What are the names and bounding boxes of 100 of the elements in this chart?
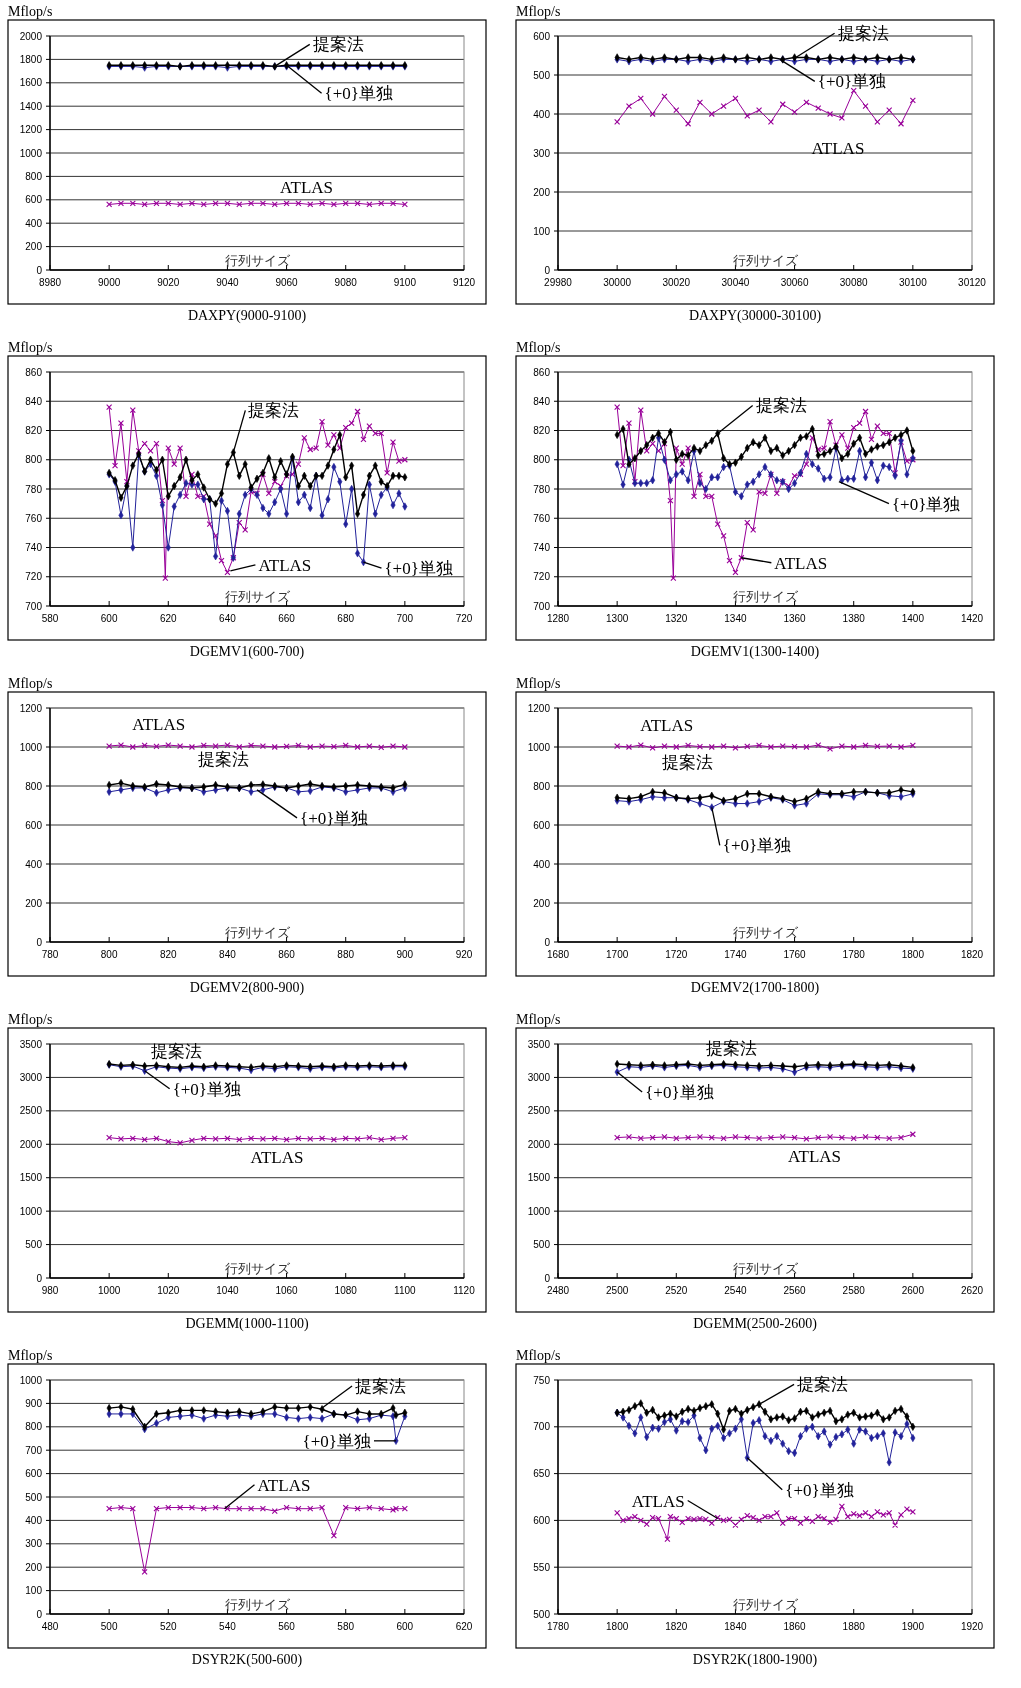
- y-tick-label: 3500: [527, 1038, 551, 1050]
- x-axis-title: 行列サイズ: [224, 925, 291, 940]
- x-tick-label: 520: [159, 1621, 178, 1632]
- x-tick-label: 920: [455, 949, 473, 960]
- x-tick-label: 1860: [783, 1621, 807, 1632]
- y-tick-label: 200: [25, 897, 43, 909]
- x-tick-label: 800: [100, 949, 118, 960]
- y-tick-label: 200: [533, 897, 551, 909]
- y-tick-label: 900: [25, 1397, 43, 1409]
- y-tick-label: 800: [25, 780, 43, 792]
- x-tick-label: 1800: [901, 949, 925, 960]
- annotation: {+0}単独: [891, 494, 961, 514]
- x-tick-label: 9060: [275, 277, 299, 288]
- annotation: {+0}単独: [785, 1480, 854, 1500]
- x-tick-label: 8980: [38, 277, 62, 288]
- x-tick-label: 540: [219, 1621, 237, 1632]
- x-tick-label: 1760: [783, 949, 807, 960]
- x-tick-label: 30080: [839, 277, 869, 288]
- y-tick-label: 3500: [19, 1038, 43, 1050]
- x-tick-label: 840: [219, 949, 237, 960]
- y-tick-label: 600: [533, 819, 551, 831]
- x-tick-label: 1280: [546, 613, 570, 624]
- x-tick-label: 480: [41, 1621, 59, 1632]
- x-tick-label: 1780: [842, 949, 866, 960]
- y-axis-title: Mflop/s: [8, 4, 53, 19]
- x-tick-label: 1020: [157, 1285, 180, 1296]
- y-tick-label: 750: [533, 1374, 551, 1386]
- annotation: {+0}単独: [300, 808, 369, 828]
- annotation: ATLAS: [774, 553, 828, 573]
- y-tick-label: 300: [25, 1538, 43, 1550]
- y-tick-label: 400: [533, 108, 551, 120]
- x-tick-label: 1380: [842, 613, 866, 624]
- x-tick-label: 1720: [665, 949, 688, 960]
- x-axis-title: 行列サイズ: [224, 1597, 291, 1612]
- x-tick-label: 1740: [724, 949, 747, 960]
- annotation: 提案法: [755, 396, 807, 416]
- y-tick-label: 720: [533, 571, 551, 583]
- y-tick-label: 700: [25, 600, 43, 612]
- y-tick-label: 780: [533, 483, 551, 495]
- y-tick-label: 400: [25, 217, 43, 229]
- x-tick-label: 700: [396, 613, 414, 624]
- x-tick-label: 29980: [544, 277, 573, 288]
- x-tick-label: 30120: [958, 277, 987, 288]
- x-tick-label: 9080: [334, 277, 358, 288]
- y-tick-label: 0: [36, 264, 43, 276]
- x-tick-label: 30040: [721, 277, 750, 288]
- x-tick-label: 1820: [665, 1621, 688, 1632]
- annotation: {+0}単独: [324, 84, 393, 104]
- x-tick-label: 860: [278, 949, 296, 960]
- x-tick-label: 660: [278, 613, 296, 624]
- x-tick-label: 9040: [216, 277, 239, 288]
- text: DSYR2K(500-600): [191, 1652, 303, 1668]
- x-tick-label: 600: [396, 1621, 414, 1632]
- x-tick-label: 1100: [394, 1285, 417, 1296]
- y-axis-title: Mflop/s: [8, 676, 53, 691]
- x-tick-label: 980: [41, 1285, 59, 1296]
- y-tick-label: 780: [25, 483, 43, 495]
- x-tick-label: 1360: [783, 613, 807, 624]
- annotation: {+0}単独: [384, 559, 453, 579]
- y-tick-label: 740: [25, 542, 43, 553]
- y-tick-label: 700: [533, 1421, 551, 1433]
- y-tick-label: 1000: [19, 1205, 43, 1217]
- y-tick-label: 0: [36, 936, 43, 948]
- annotation: 提案法: [150, 1042, 202, 1062]
- y-tick-label: 1500: [527, 1172, 551, 1184]
- text: DAXPY(30000-30100): [688, 308, 822, 324]
- y-tick-label: 1000: [19, 147, 43, 159]
- text: DGEMV1(600-700): [189, 644, 305, 660]
- y-tick-label: 100: [533, 225, 551, 237]
- x-tick-label: 1700: [606, 949, 629, 960]
- y-axis-title: Mflop/s: [8, 1348, 53, 1363]
- text: DAXPY(9000-9100): [187, 308, 307, 324]
- y-tick-label: 200: [25, 241, 43, 253]
- y-tick-label: 800: [25, 170, 43, 182]
- x-axis-title: 行列サイズ: [732, 1261, 799, 1276]
- y-tick-label: 2000: [19, 1138, 43, 1150]
- y-tick-label: 1200: [19, 124, 43, 136]
- y-tick-label: 760: [25, 512, 43, 524]
- x-tick-label: 2560: [783, 1285, 807, 1296]
- y-axis-title: Mflop/s: [516, 676, 561, 691]
- x-tick-label: 30000: [603, 277, 632, 288]
- x-axis-title: 行列サイズ: [732, 1597, 799, 1612]
- x-tick-label: 640: [219, 613, 237, 624]
- y-tick-label: 2500: [527, 1105, 551, 1117]
- x-tick-label: 1400: [901, 613, 925, 624]
- x-axis-title: 行列サイズ: [224, 253, 291, 268]
- annotation: ATLAS: [631, 1491, 685, 1511]
- x-tick-label: 500: [100, 1621, 118, 1632]
- y-tick-label: 600: [25, 819, 43, 831]
- y-tick-label: 0: [36, 1608, 43, 1620]
- y-tick-label: 500: [533, 1608, 551, 1620]
- x-tick-label: 9000: [98, 277, 121, 288]
- y-tick-label: 500: [25, 1239, 43, 1251]
- x-tick-label: 1000: [98, 1285, 121, 1296]
- x-tick-label: 1040: [216, 1285, 239, 1296]
- y-tick-label: 820: [25, 425, 43, 436]
- x-tick-label: 1420: [960, 613, 984, 624]
- y-tick-label: 300: [533, 147, 551, 159]
- annotation: {+0}単独: [172, 1079, 242, 1099]
- x-tick-label: 580: [41, 613, 59, 624]
